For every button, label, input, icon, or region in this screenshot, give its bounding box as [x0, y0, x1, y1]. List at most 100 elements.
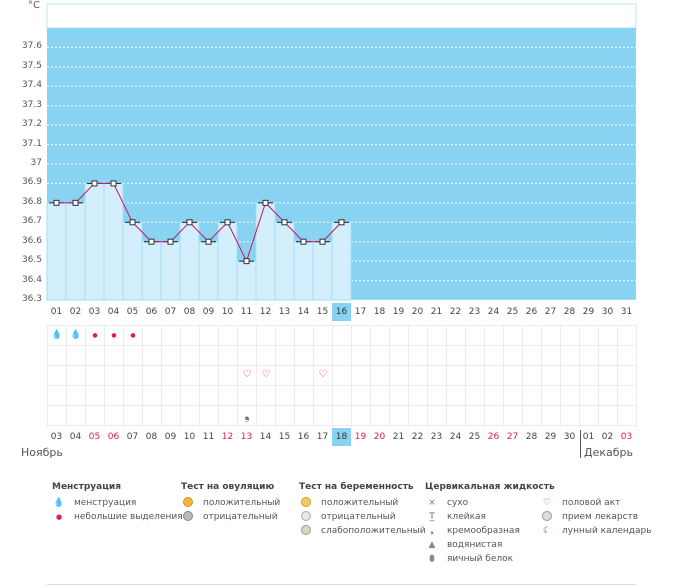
blood-drops-icon[interactable]: 💧	[51, 330, 63, 340]
day-label[interactable]: 05	[126, 307, 139, 317]
heart-icon[interactable]: ♡	[261, 369, 271, 380]
date-label[interactable]: 23	[430, 432, 443, 442]
date-label[interactable]: 22	[411, 432, 424, 442]
data-point	[205, 238, 212, 245]
legend-label: слабоположительный	[321, 526, 426, 536]
data-point	[72, 199, 79, 206]
date-label[interactable]: 18	[332, 428, 351, 446]
pill-icon	[540, 510, 554, 524]
symbol-grid-col	[522, 325, 523, 427]
legend-menstruation: Менструация 💧 менструация ● небольшие выде…	[52, 482, 183, 524]
y-tick-label: 37	[30, 158, 42, 168]
symbol-grid-col	[541, 325, 542, 427]
temperature-bar	[236, 260, 257, 301]
date-label[interactable]: 11	[202, 432, 215, 442]
day-label[interactable]: 17	[354, 307, 367, 317]
temperature-bar	[255, 202, 276, 301]
date-label[interactable]: 09	[164, 432, 177, 442]
day-label[interactable]: 29	[582, 307, 595, 317]
symbol-grid-col	[161, 325, 162, 427]
day-label[interactable]: 11	[240, 307, 253, 317]
heart-icon[interactable]: ♡	[242, 369, 252, 380]
day-label[interactable]: 20	[411, 307, 424, 317]
day-label[interactable]: 31	[620, 307, 633, 317]
day-label[interactable]: 14	[297, 307, 310, 317]
date-label[interactable]: 06	[107, 432, 120, 442]
heart-icon[interactable]: ♡	[318, 369, 328, 380]
symbol-grid-col	[294, 325, 295, 427]
day-label[interactable]: 02	[69, 307, 82, 317]
day-label[interactable]: 21	[430, 307, 443, 317]
day-label[interactable]: 09	[202, 307, 215, 317]
date-label[interactable]: 27	[506, 432, 519, 442]
date-label[interactable]: 21	[392, 432, 405, 442]
day-label[interactable]: 18	[373, 307, 386, 317]
day-label[interactable]: 26	[525, 307, 538, 317]
date-label[interactable]: 29	[544, 432, 557, 442]
day-label[interactable]: 04	[107, 307, 120, 317]
blood-drop-icon[interactable]: ●	[130, 332, 136, 339]
date-label[interactable]: 30	[563, 432, 576, 442]
day-label[interactable]: 15	[316, 307, 329, 317]
date-label[interactable]: 25	[468, 432, 481, 442]
day-label[interactable]: 03	[88, 307, 101, 317]
legend-label: водянистая	[447, 540, 503, 550]
blood-drop-icon[interactable]: ●	[92, 332, 98, 339]
day-label[interactable]: 30	[601, 307, 614, 317]
date-label[interactable]: 14	[259, 432, 272, 442]
legend-label: прием лекарств	[562, 512, 639, 522]
day-label[interactable]: 28	[563, 307, 576, 317]
date-label[interactable]: 20	[373, 432, 386, 442]
blood-drop-icon[interactable]: ●	[111, 332, 117, 339]
data-point	[300, 238, 307, 245]
date-label[interactable]: 17	[316, 432, 329, 442]
symbol-grid-col	[503, 325, 504, 427]
pregnancy-positive-icon	[299, 496, 313, 510]
day-label[interactable]: 13	[278, 307, 291, 317]
day-label[interactable]: 27	[544, 307, 557, 317]
date-label[interactable]: 04	[69, 432, 82, 442]
date-label[interactable]: 16	[297, 432, 310, 442]
y-tick-label: 37.2	[21, 119, 42, 130]
day-label[interactable]: 24	[487, 307, 500, 317]
data-point	[186, 219, 193, 226]
day-label[interactable]: 23	[468, 307, 481, 317]
date-label[interactable]: 07	[126, 432, 139, 442]
day-label[interactable]: 06	[145, 307, 158, 317]
day-label[interactable]: 25	[506, 307, 519, 317]
symbol-grid-col	[427, 325, 428, 427]
date-label[interactable]: 13	[240, 432, 253, 442]
day-label[interactable]: 12	[259, 307, 272, 317]
date-label[interactable]: 02	[601, 432, 614, 442]
day-label[interactable]: 01	[50, 307, 63, 317]
date-label[interactable]: 28	[525, 432, 538, 442]
ovulation-negative-icon	[181, 510, 195, 524]
creamy-icon[interactable]: ❟	[244, 407, 250, 423]
day-label[interactable]: 19	[392, 307, 405, 317]
date-label[interactable]: 24	[449, 432, 462, 442]
symbol-grid-col	[275, 325, 276, 427]
day-label[interactable]: 08	[183, 307, 196, 317]
legend-ovulation: Тест на овуляцию положительный отрицател…	[181, 482, 280, 524]
day-label[interactable]: 16	[332, 303, 351, 321]
y-tick-label: 37.4	[21, 80, 42, 91]
date-label[interactable]: 03	[50, 432, 63, 442]
date-label[interactable]: 15	[278, 432, 291, 442]
symbol-grid-col	[104, 325, 105, 427]
date-label[interactable]: 01	[582, 432, 595, 442]
date-label[interactable]: 05	[88, 432, 101, 442]
date-label[interactable]: 19	[354, 432, 367, 442]
day-label[interactable]: 07	[164, 307, 177, 317]
date-label[interactable]: 12	[221, 432, 234, 442]
date-label[interactable]: 26	[487, 432, 500, 442]
day-label[interactable]: 22	[449, 307, 462, 317]
unit-label: °C	[28, 0, 40, 11]
date-label[interactable]: 10	[183, 432, 196, 442]
pregnancy-weak-icon	[299, 524, 313, 538]
temperature-bar	[312, 241, 333, 301]
day-label[interactable]: 10	[221, 307, 234, 317]
date-label[interactable]: 08	[145, 432, 158, 442]
temperature-bar	[46, 202, 67, 301]
blood-drops-icon[interactable]: 💧	[70, 330, 82, 340]
date-label[interactable]: 03	[620, 432, 633, 442]
